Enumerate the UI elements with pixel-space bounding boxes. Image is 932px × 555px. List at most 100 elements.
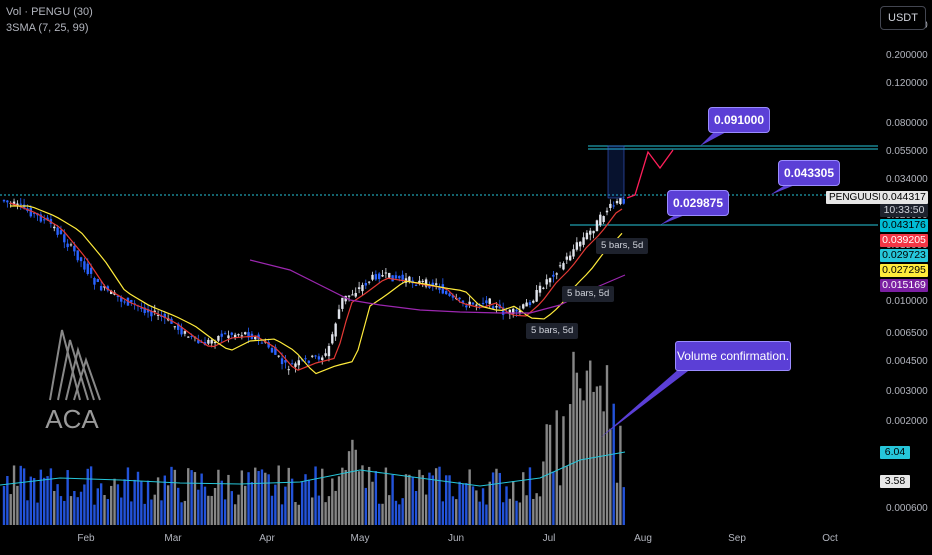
candle-body bbox=[371, 274, 374, 280]
candle-body bbox=[106, 286, 110, 291]
volume-bar bbox=[106, 499, 110, 525]
currency-button[interactable]: USDT bbox=[880, 6, 926, 30]
candle-body bbox=[63, 234, 66, 243]
volume-bar bbox=[244, 485, 247, 525]
candle-body bbox=[448, 293, 451, 296]
candle-body bbox=[116, 295, 120, 298]
volume-bar bbox=[267, 474, 270, 525]
sma-legend[interactable]: 3SMA (7, 25, 99) bbox=[6, 22, 89, 34]
sma7-label: 0.039205 bbox=[880, 234, 928, 247]
candle-body bbox=[324, 353, 327, 356]
x-tick-label: Oct bbox=[822, 533, 838, 544]
volume-bar bbox=[311, 497, 314, 525]
volume-bar bbox=[89, 466, 93, 525]
candle-body bbox=[163, 313, 166, 319]
volume-bar bbox=[193, 472, 197, 525]
sma99-line bbox=[249, 259, 626, 314]
candle-body bbox=[304, 358, 307, 360]
volume-bar bbox=[401, 498, 404, 525]
volume-bar bbox=[133, 479, 136, 525]
candle-body bbox=[475, 304, 478, 306]
candle-body bbox=[213, 341, 217, 344]
candle-body bbox=[180, 327, 183, 335]
candle-body bbox=[290, 363, 294, 365]
volume-bar bbox=[324, 502, 327, 525]
volume-bar bbox=[166, 485, 170, 525]
volume-bar bbox=[39, 469, 43, 525]
resistance-callout[interactable]: 0.043305 bbox=[778, 160, 840, 186]
volume-bar bbox=[19, 465, 22, 525]
candle-body bbox=[592, 230, 595, 234]
y-tick-label: 0.055000 bbox=[886, 146, 928, 157]
volume-confirmation-callout[interactable]: Volume confirmation. bbox=[675, 341, 791, 371]
volume-legend[interactable]: Vol · PENGU (30) bbox=[6, 6, 93, 18]
volume-pointer bbox=[600, 368, 692, 438]
volume-bar bbox=[130, 501, 133, 525]
volume-bar bbox=[391, 474, 394, 525]
volume-bar bbox=[478, 501, 481, 525]
candle-body bbox=[391, 275, 394, 282]
volume-bar bbox=[16, 485, 19, 525]
target-callout[interactable]: 0.091000 bbox=[708, 107, 770, 133]
volume-bar bbox=[277, 465, 280, 525]
volume-bar bbox=[424, 494, 428, 525]
volume-bar bbox=[354, 449, 357, 525]
support-callout[interactable]: 0.029875 bbox=[667, 190, 729, 216]
candle-body bbox=[542, 287, 545, 289]
candle-body bbox=[247, 332, 250, 338]
volume-bar bbox=[468, 469, 471, 525]
y-tick-label: 0.003000 bbox=[886, 386, 928, 397]
candle-body bbox=[53, 226, 56, 229]
candle-body bbox=[190, 335, 193, 337]
volume-bar bbox=[321, 468, 324, 525]
volume-bar bbox=[173, 469, 177, 525]
volume-bar bbox=[43, 477, 46, 525]
candle-body bbox=[347, 295, 351, 297]
volume-bar bbox=[233, 504, 237, 525]
candle-body bbox=[538, 285, 542, 293]
candle-body bbox=[39, 214, 43, 222]
volume-bar bbox=[535, 493, 538, 525]
volume-bar bbox=[532, 498, 535, 525]
volume-bar bbox=[465, 483, 468, 525]
volume-bar bbox=[6, 475, 9, 525]
volume-bar bbox=[411, 477, 414, 525]
volume-bar bbox=[270, 495, 274, 525]
volume-bar bbox=[304, 474, 307, 525]
candle-body bbox=[394, 275, 398, 279]
volume-bar bbox=[394, 500, 398, 525]
volume-bar bbox=[220, 480, 223, 525]
volume-bar bbox=[428, 472, 431, 525]
volume-bar bbox=[140, 480, 143, 525]
x-tick-label: Jul bbox=[543, 533, 556, 544]
volume-bar bbox=[327, 496, 331, 525]
candle-body bbox=[575, 242, 579, 250]
volume-bar bbox=[79, 491, 83, 525]
volume-bar bbox=[431, 475, 434, 525]
candle-body bbox=[187, 336, 190, 338]
volume-bar bbox=[592, 391, 595, 525]
volume-bar bbox=[414, 490, 418, 525]
candle-body bbox=[217, 335, 220, 341]
candle-body bbox=[123, 301, 126, 303]
x-tick-label: Mar bbox=[164, 533, 182, 544]
candle-body bbox=[29, 207, 32, 217]
volume-bar bbox=[264, 472, 267, 525]
volume-bar bbox=[300, 481, 304, 525]
candle-body bbox=[414, 284, 418, 286]
volume-bar bbox=[558, 485, 562, 525]
x-tick-label: Feb bbox=[77, 533, 95, 544]
volume-bar bbox=[367, 466, 371, 525]
volume-bar bbox=[294, 502, 297, 525]
volume-bar bbox=[66, 470, 69, 525]
volume-bar bbox=[585, 370, 589, 525]
sma7-line bbox=[9, 202, 623, 371]
x-tick-label: Apr bbox=[259, 533, 275, 544]
candle-body bbox=[535, 289, 538, 302]
candle-body bbox=[2, 199, 6, 202]
candle-body bbox=[130, 300, 133, 303]
volume-bar bbox=[518, 502, 522, 525]
volume-bar bbox=[334, 490, 337, 525]
